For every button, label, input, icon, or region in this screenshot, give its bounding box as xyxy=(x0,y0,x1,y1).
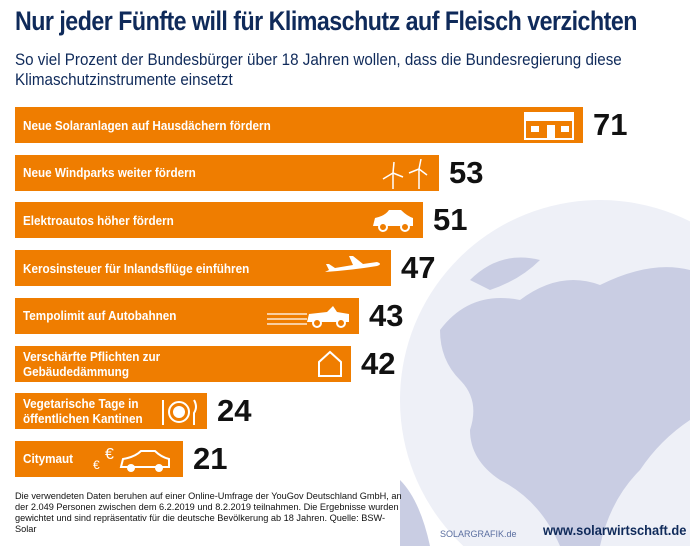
house-outline-icon xyxy=(317,350,343,378)
electric-car-icon xyxy=(371,206,415,234)
website-url[interactable]: www.solarwirtschaft.de xyxy=(543,522,687,538)
bar-label: Verschärfte Pflichten zur Gebäudedämmung xyxy=(23,348,161,379)
data-label: 24 xyxy=(217,393,252,429)
bar-label: Citymaut xyxy=(23,451,74,467)
data-label: 71 xyxy=(593,107,628,142)
svg-text:€: € xyxy=(93,458,100,472)
chart-subtitle: So viel Prozent der Bundesbürger über 18… xyxy=(15,51,622,89)
house-solar-icon xyxy=(523,111,575,140)
plate-cutlery-icon xyxy=(159,397,199,426)
bar: Verschärfte Pflichten zur Gebäudedämmung xyxy=(15,345,351,382)
bar-label: Kerosinsteuer für Inlandsflüge einführen xyxy=(23,260,250,276)
source-note: Die verwendeten Daten beruhen auf einer … xyxy=(15,491,402,534)
bar-label: Neue Windparks weiter fördern xyxy=(23,165,196,181)
data-label: 47 xyxy=(401,250,436,286)
credit: SOLARGRAFIK.de xyxy=(440,529,517,539)
svg-text:€: € xyxy=(105,446,114,463)
bar: Elektroautos höher fördern xyxy=(15,202,423,239)
data-label: 42 xyxy=(361,345,396,381)
chart-title: Nur jeder Fünfte will für Klimaschutz au… xyxy=(15,6,637,36)
convertible-car-icon xyxy=(267,302,351,330)
data-label: 43 xyxy=(369,297,404,333)
data-label: 51 xyxy=(433,202,468,238)
bar-label: Vegetarische Tage in öffentlichen Kantin… xyxy=(23,396,143,427)
wind-turbine-icon xyxy=(381,158,431,189)
bar-label: Elektroautos höher fördern xyxy=(23,212,174,228)
bar: Neue Solaranlagen auf Hausdächern förder… xyxy=(15,107,583,143)
bar: Vegetarische Tage in öffentlichen Kantin… xyxy=(15,393,207,430)
bar-label: Tempolimit auf Autobahnen xyxy=(23,308,177,324)
bar: Neue Windparks weiter fördern xyxy=(15,154,439,191)
euro-car-icon: € € xyxy=(91,445,175,473)
data-label: 53 xyxy=(449,154,484,190)
bar: Tempolimit auf Autobahnen xyxy=(15,297,359,334)
data-label: 21 xyxy=(193,440,228,476)
bar-label: Neue Solaranlagen auf Hausdächern förder… xyxy=(23,117,271,133)
bar: Citymaut € € xyxy=(15,440,183,477)
bar: Kerosinsteuer für Inlandsflüge einführen xyxy=(15,250,391,287)
airplane-icon xyxy=(323,254,383,282)
